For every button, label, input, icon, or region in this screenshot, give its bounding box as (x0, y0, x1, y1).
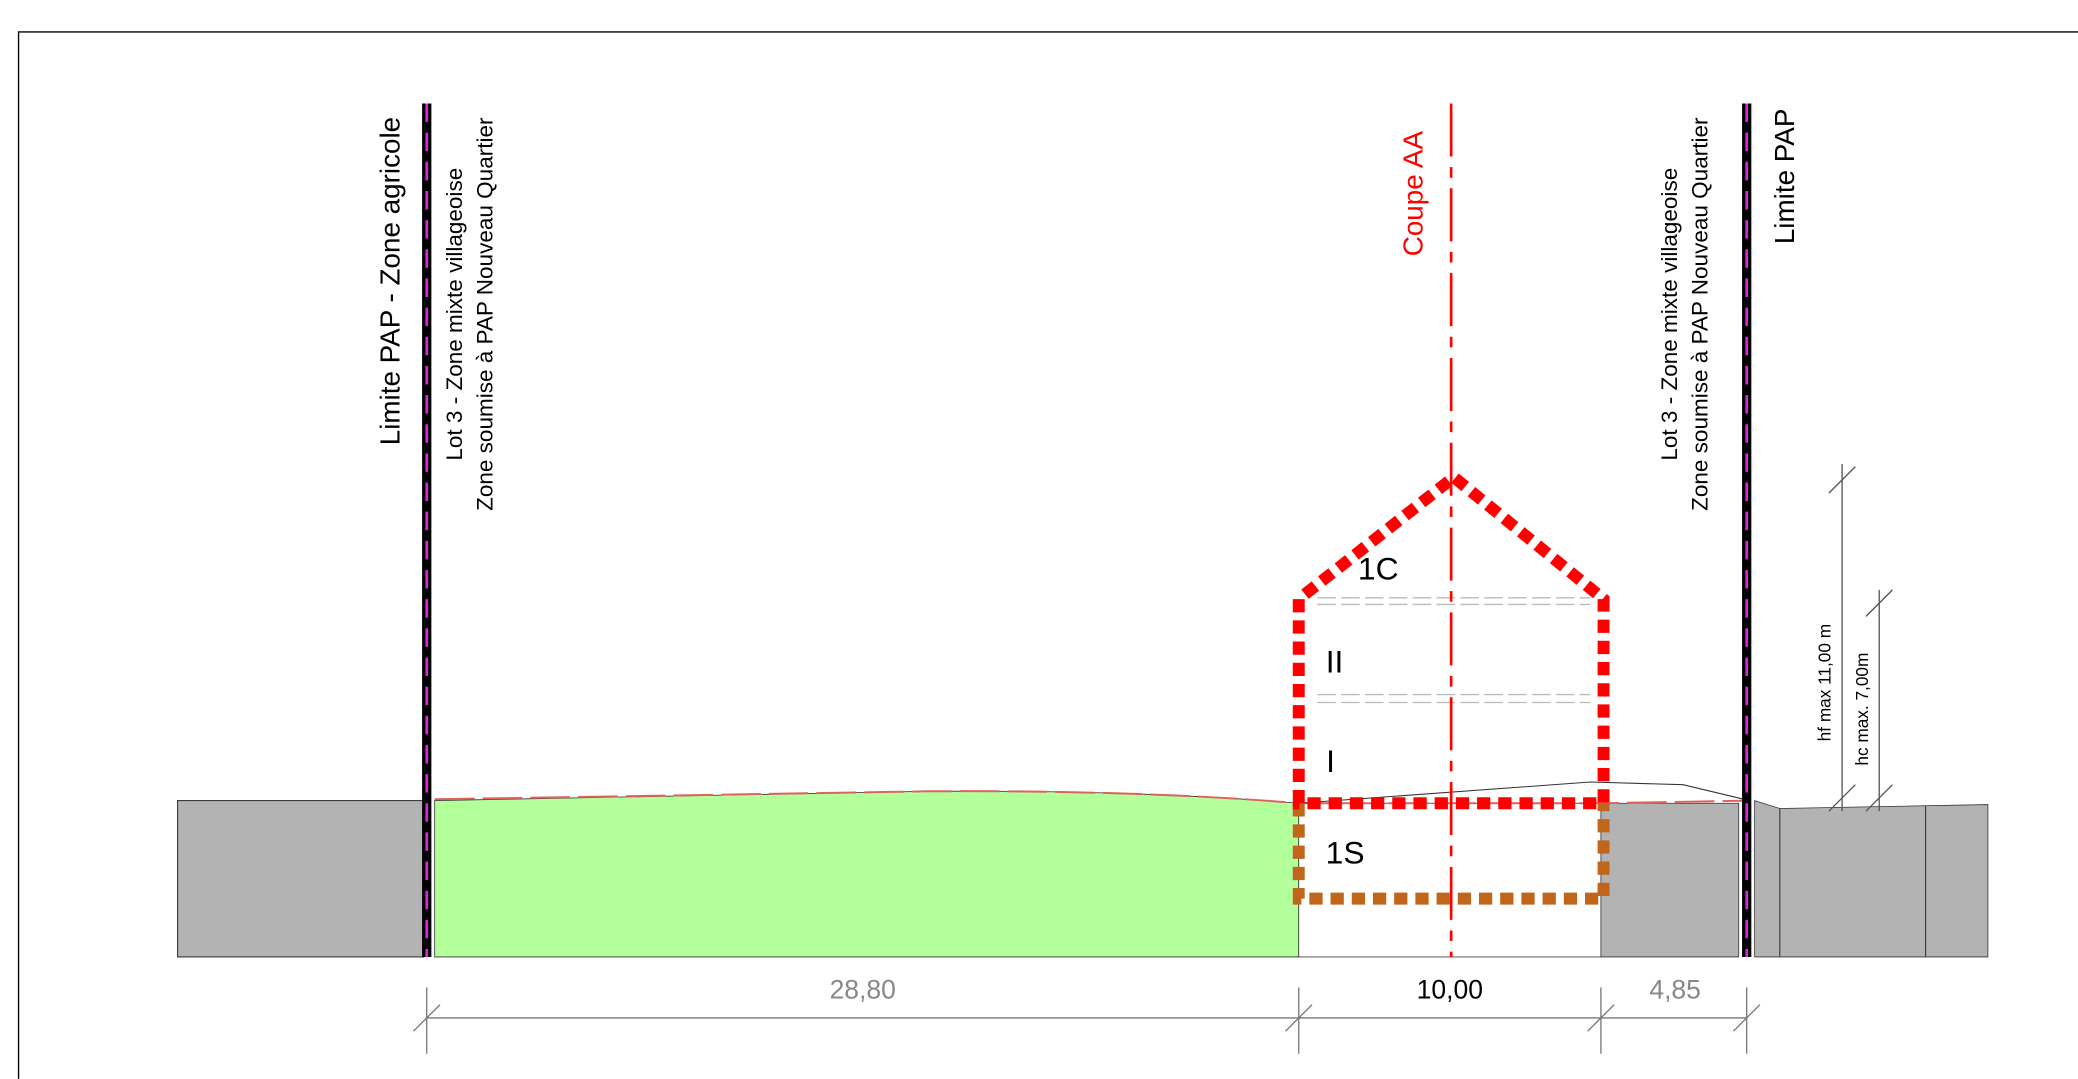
floor-label: II (1326, 643, 1344, 679)
left-lot-label: Lot 3 - Zone mixte villageoise (442, 168, 467, 461)
right-lot-label: Zone soumise à PAP Nouveau Quartier (1688, 117, 1713, 511)
terrain-line (434, 790, 1750, 805)
right-lot-label: Lot 3 - Zone mixte villageoise (1657, 168, 1682, 461)
dimension-line (413, 987, 1761, 1054)
basement-outline (1292, 803, 1610, 905)
ground-far-right (1754, 800, 1989, 958)
left-limit-label: Limite PAP - Zone agricole (375, 117, 406, 445)
garden (434, 790, 1300, 958)
left-lot-label: Zone soumise à PAP Nouveau Quartier (472, 117, 497, 511)
floor-label: 1C (1358, 551, 1399, 587)
frame (17, 31, 2078, 1079)
floor-label: I (1326, 743, 1335, 779)
dimension-label: 28,80 (830, 974, 896, 1004)
floor-lines (1317, 597, 1591, 704)
house-outline (1292, 469, 1610, 810)
dimension-label: 10,00 (1417, 974, 1483, 1004)
ground-left (177, 800, 425, 958)
ground-right (1600, 802, 1740, 958)
section-label: Coupe AA (1398, 131, 1429, 257)
dimension-label: 4,85 (1649, 974, 1701, 1004)
natural-terrain (1298, 781, 1750, 804)
right-limit-label: Limite PAP (1769, 109, 1800, 245)
hf-label: hf max 11,00 m (1815, 624, 1835, 741)
height-dimensions (1828, 463, 1893, 812)
hc-label: hc max. 7,00m (1852, 653, 1872, 766)
floor-label: 1S (1326, 834, 1365, 870)
